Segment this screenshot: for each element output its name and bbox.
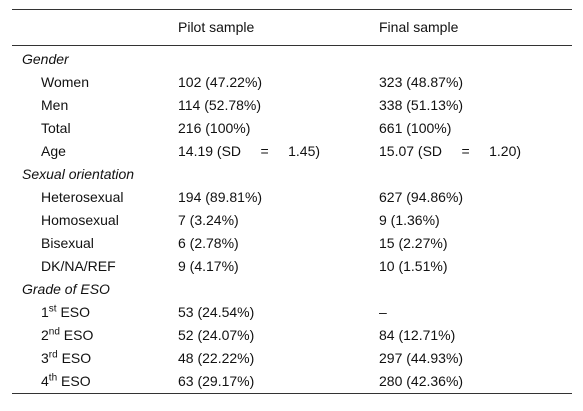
- table-row: 2nd ESO 52 (24.07%) 84 (12.71%): [12, 324, 572, 347]
- row-label: Bisexual: [41, 235, 94, 251]
- grade-ordinal: rd: [48, 349, 58, 361]
- table-row: 4th ESO 63 (29.17%) 280 (42.36%): [12, 370, 572, 394]
- grade-eso: ESO: [56, 304, 91, 320]
- table-row: Bisexual 6 (2.78%) 15 (2.27%): [12, 232, 572, 255]
- row-label: Total: [41, 120, 71, 136]
- table-row: 3rd ESO 48 (22.22%) 297 (44.93%): [12, 347, 572, 370]
- pilot-value: 6 (2.78%): [178, 235, 239, 251]
- final-value: –: [379, 304, 387, 320]
- sample-table: Pilot sample Final sample Gender Women 1…: [12, 9, 572, 394]
- pilot-value: 53 (24.54%): [178, 304, 255, 320]
- pilot-value: 63 (29.17%): [178, 370, 379, 394]
- header-row: Pilot sample Final sample: [12, 9, 572, 46]
- grade-number: 2: [41, 327, 49, 343]
- table-row: Homosexual 7 (3.24%) 9 (1.36%): [12, 209, 572, 232]
- grade-eso: ESO: [57, 373, 91, 389]
- table-row: Total 216 (100%) 661 (100%): [12, 117, 572, 140]
- pilot-value: 102 (47.22%): [178, 74, 263, 90]
- final-value: 297 (44.93%): [379, 350, 464, 366]
- header-empty: [12, 9, 178, 46]
- final-value: 15 (2.27%): [379, 235, 448, 251]
- table-row: Age 14.19 (SD = 1.45) 15.07 (SD = 1.20): [12, 140, 572, 163]
- header-final-sample: Final sample: [379, 9, 572, 46]
- final-value: 280 (42.36%): [379, 370, 572, 394]
- table-row: DK/NA/REF 9 (4.17%) 10 (1.51%): [12, 255, 572, 278]
- pilot-value: 216 (100%): [178, 120, 251, 136]
- pilot-value: 114 (52.78%): [178, 97, 262, 113]
- row-label: Men: [41, 97, 69, 113]
- grade-number: 3: [41, 350, 49, 366]
- row-label: 3rd ESO: [12, 347, 178, 370]
- grade-eso: ESO: [59, 327, 94, 343]
- pilot-value: 194 (89.81%): [178, 189, 263, 205]
- final-value: 338 (51.13%): [379, 97, 464, 113]
- section-title: Grade of ESO: [22, 281, 110, 297]
- grade-number: 4: [41, 373, 49, 389]
- grade-ordinal: nd: [48, 326, 60, 338]
- final-value: 627 (94.86%): [379, 189, 464, 205]
- pilot-value: 14.19 (SD = 1.45): [178, 143, 321, 159]
- row-label: Heterosexual: [41, 189, 124, 205]
- pilot-value: 52 (24.07%): [178, 327, 255, 343]
- row-label: 2nd ESO: [12, 324, 178, 347]
- grade-ordinal: th: [48, 372, 58, 384]
- final-value: 323 (48.87%): [379, 74, 464, 90]
- final-value: 9 (1.36%): [379, 212, 440, 228]
- final-value: 10 (1.51%): [379, 258, 448, 274]
- final-value: 661 (100%): [379, 120, 452, 136]
- final-value: 15.07 (SD = 1.20): [379, 143, 522, 159]
- pilot-value: 48 (22.22%): [178, 350, 255, 366]
- grade-ordinal: st: [48, 303, 57, 315]
- grade-eso: ESO: [57, 350, 92, 366]
- grade-number: 1: [41, 304, 49, 320]
- table-row: Men 114 (52.78%) 338 (51.13%): [12, 94, 572, 117]
- final-value: 84 (12.71%): [379, 327, 456, 343]
- row-label: Homosexual: [41, 212, 119, 228]
- section-sexual-orientation: Sexual orientation: [12, 163, 572, 186]
- section-title: Sexual orientation: [22, 166, 135, 182]
- section-title: Gender: [22, 51, 69, 67]
- table-row: Women 102 (47.22%) 323 (48.87%): [12, 71, 572, 94]
- section-gender: Gender: [12, 46, 572, 72]
- row-label: Age: [41, 143, 66, 159]
- pilot-value: 9 (4.17%): [178, 258, 239, 274]
- header-pilot-sample: Pilot sample: [178, 9, 379, 46]
- row-label: 1st ESO: [12, 301, 178, 324]
- pilot-value: 7 (3.24%): [178, 212, 239, 228]
- row-label: Women: [41, 74, 89, 90]
- table-row: Heterosexual 194 (89.81%) 627 (94.86%): [12, 186, 572, 209]
- section-grade-of-eso: Grade of ESO: [12, 278, 572, 301]
- table-row: 1st ESO 53 (24.54%) –: [12, 301, 572, 324]
- row-label: DK/NA/REF: [41, 258, 116, 274]
- row-label: 4th ESO: [12, 370, 178, 394]
